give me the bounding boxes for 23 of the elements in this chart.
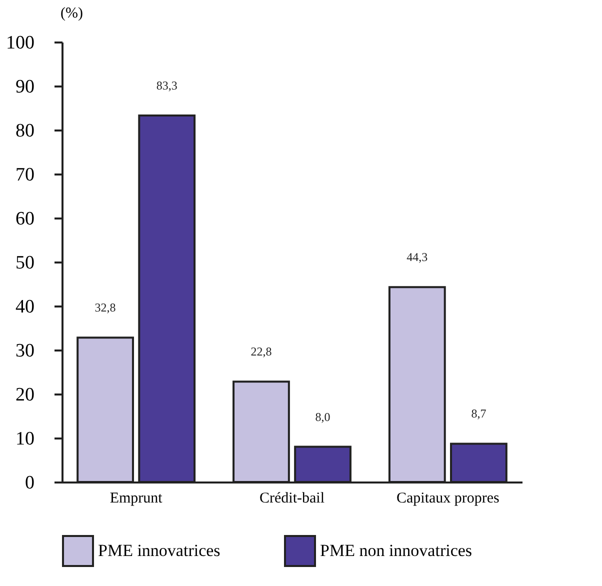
y-tick-label: 100 (6, 32, 34, 54)
data-label: 8,0 (315, 410, 330, 424)
y-tick-label: 50 (16, 252, 34, 274)
data-label: 83,3 (156, 78, 178, 92)
y-tick-label: 90 (16, 76, 34, 98)
y-tick-label: 20 (16, 384, 34, 406)
data-label: 22,8 (250, 344, 272, 359)
legend-label: PME innovatrices (98, 541, 220, 560)
x-tick-label: Capitaux propres (396, 490, 500, 506)
y-tick-label: 60 (16, 208, 34, 230)
x-tick-label: Crédit-bail (260, 490, 324, 506)
y-tick-label: 0 (25, 472, 34, 494)
y-tick-label: 70 (16, 164, 34, 186)
y-axis-title: (%) (60, 6, 83, 22)
data-label: 8,7 (471, 406, 486, 421)
y-tick-label: 40 (16, 296, 34, 318)
data-label: 44,3 (406, 250, 428, 264)
y-tick-label: 80 (16, 120, 34, 142)
legend-label: PME non innovatrices (320, 541, 472, 560)
data-label: 32,8 (94, 300, 116, 315)
y-tick-label: 30 (16, 340, 34, 362)
y-tick-label: 10 (16, 428, 34, 450)
x-tick-label: Emprunt (110, 490, 164, 506)
